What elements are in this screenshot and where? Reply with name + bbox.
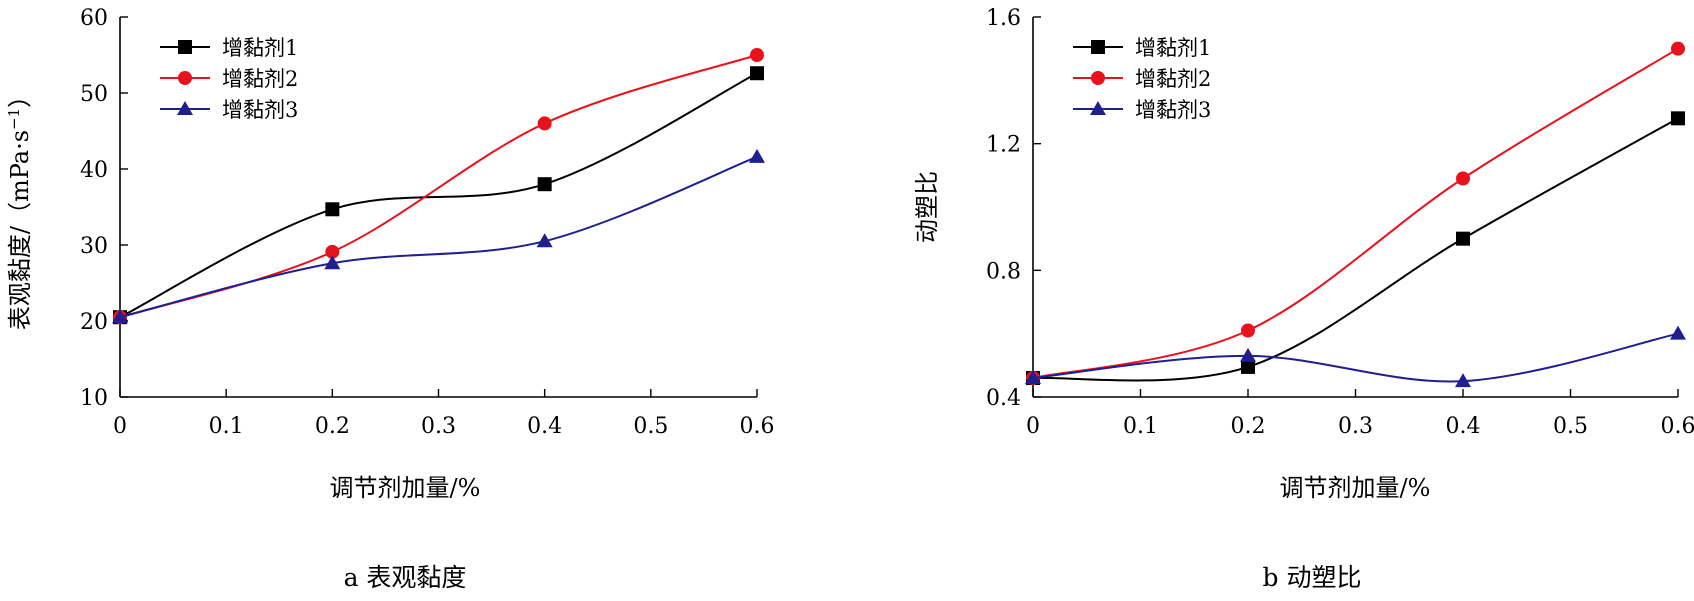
x-tick-label: 0 [1026, 414, 1040, 439]
data-point [325, 244, 340, 259]
series-1 [1026, 111, 1685, 385]
chart-b: 0.4 0.8 1.2 1.6 0 0.1 0.2 0.3 0.4 0.5 0.6 调节剂加量/% 动塑… [913, 6, 1694, 592]
data-point [536, 233, 553, 248]
legend-entry: 增黏剂2 [160, 67, 298, 91]
x-axis-title: 调节剂加量/% [1280, 474, 1431, 502]
series-line [1032, 117, 1679, 382]
legend-entry: 增黏剂3 [160, 98, 298, 122]
data-point [1671, 41, 1685, 56]
data-point [1240, 347, 1256, 362]
legend-marker [1091, 40, 1105, 54]
data-point [1455, 373, 1471, 388]
x-tick-label: 0.6 [1661, 414, 1694, 439]
legend-label: 增黏剂1 [1135, 36, 1211, 60]
legend-label: 增黏剂2 [222, 67, 298, 91]
y-tick-label: 60 [80, 6, 108, 31]
data-point [1456, 231, 1470, 246]
x-tick-label: 0.4 [527, 414, 562, 439]
data-point [324, 255, 341, 270]
data-point [112, 309, 128, 324]
legend-entry: 增黏剂1 [1073, 36, 1211, 60]
legend-label: 增黏剂1 [222, 36, 298, 60]
y-axis-title-sup: −1 [5, 108, 23, 130]
x-tick-label: 0.6 [740, 414, 775, 439]
x-tick-label: 0.1 [1123, 414, 1158, 439]
data-point [1241, 359, 1255, 374]
y-axis-title: 动塑比 [913, 171, 941, 243]
legend-marker [178, 71, 192, 85]
data-point [749, 148, 765, 163]
x-tick-label: 0.2 [315, 414, 350, 439]
y-axis-title-close: ） [6, 84, 34, 108]
data-point [1670, 325, 1686, 340]
y-tick-label: 1.2 [986, 133, 1021, 158]
series-2 [113, 48, 764, 325]
series-3 [1025, 325, 1686, 388]
y-tick-label: 40 [80, 158, 108, 183]
y-axis-title-main: 动塑比 [913, 171, 941, 243]
panel-caption: a 表观黏度 [344, 563, 467, 592]
x-axis-title: 调节剂加量/% [330, 474, 481, 502]
legend-label: 增黏剂2 [1135, 67, 1211, 91]
legend-entry: 增黏剂2 [1073, 67, 1211, 91]
legend-entry: 增黏剂1 [160, 36, 298, 60]
y-tick-label: 0.4 [986, 386, 1021, 411]
legend-entry: 增黏剂3 [1073, 98, 1211, 122]
series-2 [1026, 41, 1685, 385]
x-tick-label: 0.5 [1553, 414, 1588, 439]
series-line [119, 54, 758, 319]
series-line [119, 155, 758, 319]
series-1 [113, 66, 764, 325]
y-tick-label: 50 [80, 82, 108, 107]
y-axis-title: 表观黏度/（mPa·s−1） [5, 84, 34, 330]
legend-marker [177, 101, 193, 115]
data-point [750, 66, 764, 81]
data-point [325, 202, 340, 217]
x-tick-label: 0.3 [1338, 414, 1373, 439]
data-point [537, 116, 552, 131]
legend-label: 增黏剂3 [1135, 98, 1211, 122]
data-point [750, 48, 764, 62]
data-point [1456, 171, 1470, 186]
series-line [119, 72, 758, 319]
chart-a: 10 20 30 40 50 60 0 0.1 0.2 0.3 0.4 0.5 0.6 调节剂加量/% 表观… [5, 6, 775, 592]
x-tick-label: 0.5 [633, 414, 668, 439]
y-axis-title-main: 表观黏度/（mPa·s [6, 130, 34, 330]
y-tick-label: 20 [80, 310, 108, 335]
x-tick-label: 0.1 [209, 414, 244, 439]
x-tick-label: 0.2 [1231, 414, 1266, 439]
legend-label: 增黏剂3 [222, 98, 298, 122]
series-line [1032, 332, 1679, 383]
legend-marker [1091, 71, 1105, 85]
x-tick-label: 0.3 [421, 414, 456, 439]
series-3 [112, 148, 765, 324]
y-tick-label: 0.8 [986, 259, 1021, 284]
y-tick-label: 1.6 [986, 6, 1021, 31]
data-point [1025, 370, 1041, 384]
data-point [1671, 111, 1685, 126]
panel-caption: b 动塑比 [1263, 563, 1362, 592]
y-tick-label: 10 [80, 386, 108, 411]
data-point [1241, 323, 1255, 338]
x-tick-label: 0 [113, 414, 127, 439]
x-tick-label: 0.4 [1446, 414, 1481, 439]
data-point [537, 177, 552, 192]
series-line [1032, 47, 1679, 379]
legend-marker [1090, 101, 1106, 115]
y-tick-label: 30 [80, 234, 108, 259]
legend-marker [178, 40, 192, 54]
